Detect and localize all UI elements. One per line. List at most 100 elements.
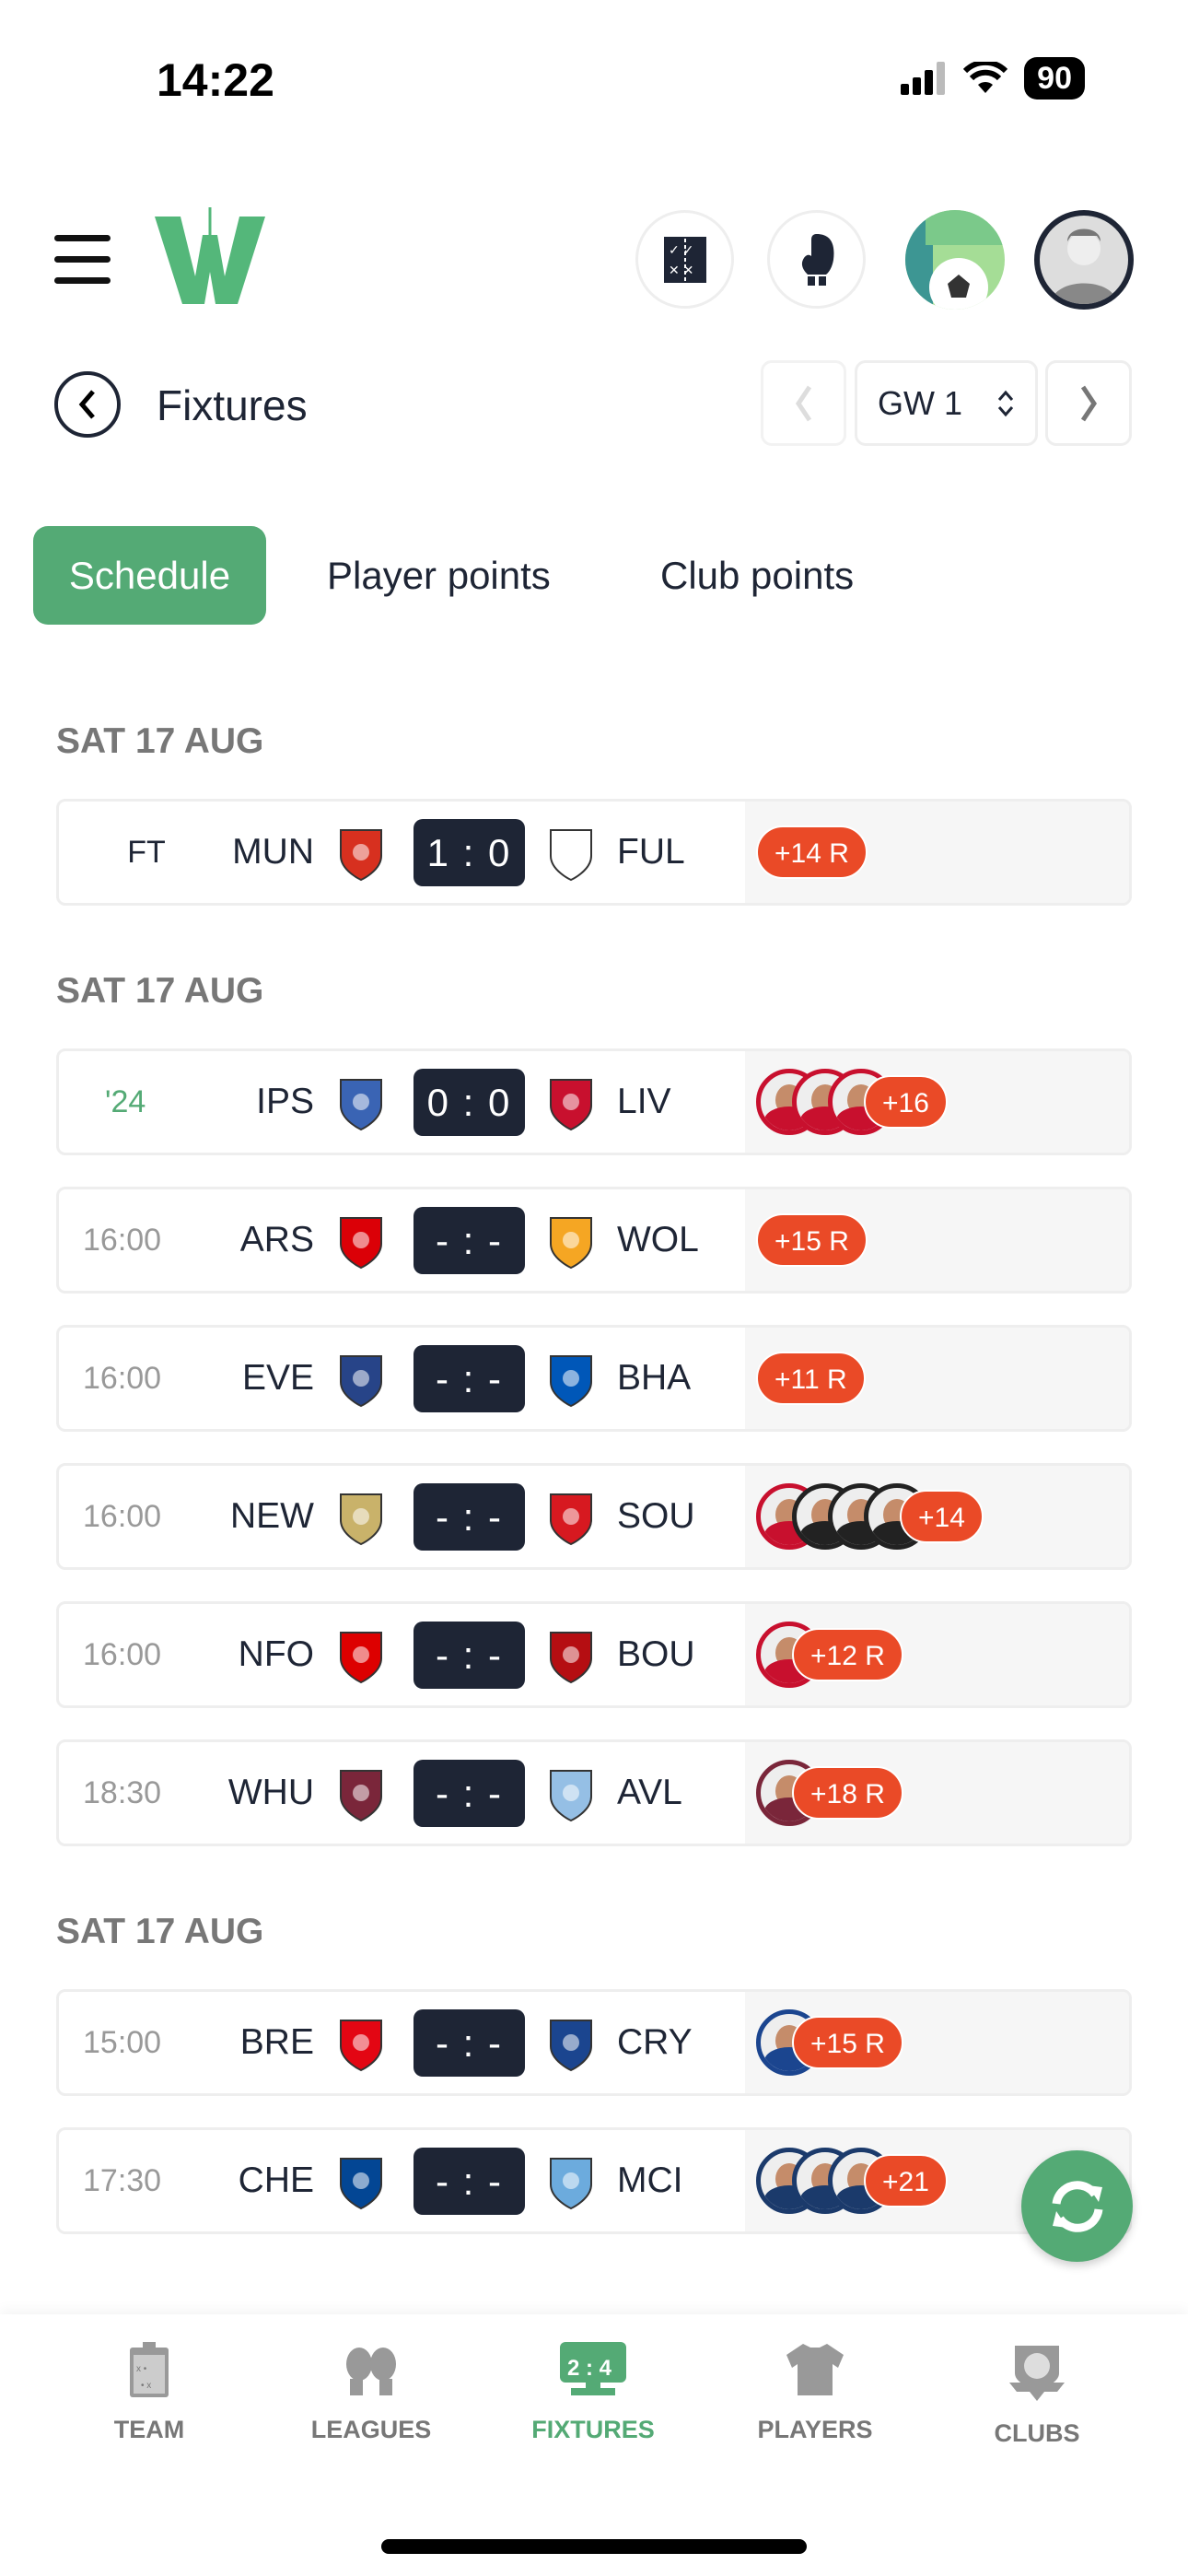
chevron-up-down-icon (997, 390, 1014, 416)
score: - : - (413, 1760, 525, 1827)
away-crest-icon (550, 1493, 592, 1546)
svg-text:✓ ✓: ✓ ✓ (669, 242, 693, 257)
profile-avatar[interactable] (1034, 210, 1134, 310)
score: - : - (413, 1207, 525, 1274)
away-team: FUL (617, 832, 685, 872)
home-team: EVE (241, 1358, 314, 1398)
fixture-row[interactable]: 18:30 WHU - : - AVL +18 R (56, 1739, 1132, 1846)
back-button[interactable] (54, 371, 121, 438)
fixture-row[interactable]: FT MUN 1 : 0 FUL +14 R (56, 799, 1132, 906)
fixture-row[interactable]: 16:00 EVE - : - BHA +11 R (56, 1325, 1132, 1432)
gameweek-select[interactable]: GW 1 (855, 360, 1038, 446)
home-team: NFO (238, 1634, 314, 1674)
player-points-area: +15 R (745, 1189, 1129, 1291)
date-header: SAT 17 AUG (56, 721, 264, 761)
tactics-board-button[interactable]: ✓ ✓ ✕ ✕ (635, 210, 734, 309)
player-points-area: +18 R (745, 1742, 1129, 1844)
points-badge[interactable]: +15 R (756, 1213, 868, 1267)
points-badge[interactable]: +15 R (792, 2016, 903, 2069)
next-gameweek-button[interactable] (1045, 360, 1132, 446)
menu-button[interactable] (54, 235, 111, 299)
nav-label: PLAYERS (757, 2416, 873, 2443)
away-crest-icon (550, 1217, 592, 1270)
home-crest-icon (340, 1632, 382, 1684)
fixture-row[interactable]: 16:00 ARS - : - WOL +15 R (56, 1187, 1132, 1294)
page-title: Fixtures (157, 381, 308, 429)
away-crest-icon (550, 2020, 592, 2072)
fixture-row[interactable]: 15:00 BRE - : - CRY +15 R (56, 1989, 1132, 2096)
app-logo (155, 207, 265, 304)
status-icons: 90 (901, 57, 1085, 100)
svg-text:✕ ✕: ✕ ✕ (669, 263, 693, 277)
player-points-area: +14 (745, 1466, 1129, 1567)
fixture-row[interactable]: '24 IPS 0 : 0 LIV +16 (56, 1048, 1132, 1155)
ticket-button[interactable] (905, 210, 1005, 310)
score: 1 : 0 (413, 819, 525, 886)
points-badge[interactable]: +11 R (756, 1352, 866, 1405)
away-team: WOL (617, 1220, 699, 1259)
player-points-area: +11 R (745, 1328, 1129, 1429)
tab-club-points[interactable]: Club points (660, 554, 855, 597)
player-points-area: +21 (745, 2130, 1129, 2231)
date-section: SAT 17 AUG '24 IPS 0 : 0 LIV +16 16:00 A… (0, 963, 1188, 1846)
match-status: 16:00 (83, 1361, 162, 1396)
away-crest-icon (550, 1355, 592, 1408)
date-header: SAT 17 AUG (56, 971, 264, 1011)
score: - : - (413, 2148, 525, 2215)
nav-clubs[interactable]: CLUBS (945, 2342, 1129, 2448)
points-badge[interactable]: +14 (900, 1490, 984, 1543)
player-points-area: +16 (745, 1051, 1129, 1153)
away-team: LIV (617, 1082, 671, 1121)
away-team: SOU (617, 1496, 695, 1536)
match-status: 16:00 (83, 1637, 162, 1672)
chevron-left-icon (795, 385, 811, 421)
match-status: 16:00 (83, 1499, 162, 1534)
tactics-board-icon: ✓ ✓ ✕ ✕ (663, 231, 706, 287)
player-points-area: +14 R (745, 802, 1129, 903)
bottom-nav: x • • x TEAM LEAGUES 2 : 4 FIXTURES PLAYE… (0, 2314, 1188, 2576)
nav-label: FIXTURES (531, 2416, 655, 2443)
nav-leagues[interactable]: LEAGUES (279, 2342, 463, 2444)
away-crest-icon (550, 1770, 592, 1822)
tab-player-points[interactable]: Player points (327, 554, 551, 597)
date-section: SAT 17 AUG FT MUN 1 : 0 FUL +14 R (0, 713, 1188, 906)
nav-label: TEAM (113, 2416, 185, 2443)
home-crest-icon (340, 1079, 382, 1131)
boxing-gloves-icon (346, 2348, 396, 2395)
fixture-row[interactable]: 16:00 NFO - : - BOU +12 R (56, 1601, 1132, 1708)
points-badge[interactable]: +12 R (792, 1628, 903, 1681)
score: - : - (413, 1483, 525, 1551)
svg-text:x •: x • (136, 2364, 147, 2374)
nav-team[interactable]: x • • x TEAM (57, 2342, 241, 2444)
date-section: SAT 17 AUG 15:00 BRE - : - CRY +15 R 17:… (0, 1903, 1188, 2234)
refresh-icon (1052, 2180, 1102, 2232)
home-team: IPS (256, 1082, 314, 1121)
refresh-button[interactable] (1021, 2150, 1133, 2262)
away-crest-icon (550, 1079, 592, 1131)
points-badge[interactable]: +18 R (792, 1766, 903, 1820)
points-badge[interactable]: +14 R (756, 825, 868, 879)
boxing-glove-icon (801, 233, 833, 286)
match-status: '24 (105, 1084, 146, 1119)
prev-gameweek-button[interactable] (761, 360, 846, 446)
home-crest-icon (340, 829, 382, 882)
nav-fixtures[interactable]: 2 : 4 FIXTURES (501, 2342, 685, 2444)
home-crest-icon (340, 2020, 382, 2072)
wifi-icon (963, 62, 1008, 93)
fixtures-list: SAT 17 AUG FT MUN 1 : 0 FUL +14 R SAT 17 … (0, 713, 1188, 2291)
nav-players[interactable]: PLAYERS (723, 2342, 907, 2444)
away-crest-icon (550, 829, 592, 882)
scoreboard-icon: 2 : 4 (560, 2342, 626, 2395)
fixture-row[interactable]: 17:30 CHE - : - MCI +21 (56, 2127, 1132, 2234)
match-status: 15:00 (83, 2025, 162, 2060)
boxing-button[interactable] (767, 210, 866, 309)
points-badge[interactable]: +21 (864, 2154, 948, 2207)
home-crest-icon (340, 2158, 382, 2210)
battery-indicator: 90 (1024, 57, 1085, 100)
status-time: 14:22 (157, 54, 274, 106)
away-team: CRY (617, 2022, 693, 2062)
tab-schedule[interactable]: Schedule (33, 526, 266, 625)
points-badge[interactable]: +16 (864, 1075, 948, 1129)
home-team: ARS (239, 1220, 314, 1259)
fixture-row[interactable]: 16:00 NEW - : - SOU +14 (56, 1463, 1132, 1570)
